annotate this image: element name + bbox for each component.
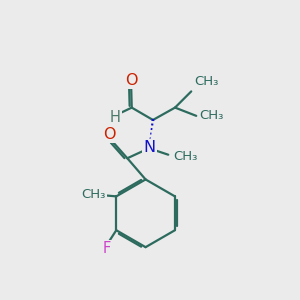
Text: O: O: [125, 73, 137, 88]
Text: CH₃: CH₃: [194, 76, 218, 88]
Text: CH₃: CH₃: [173, 150, 197, 163]
Text: CH₃: CH₃: [81, 188, 106, 201]
Text: N: N: [143, 140, 155, 155]
Text: CH₃: CH₃: [199, 109, 224, 122]
Text: F: F: [103, 241, 111, 256]
Text: H: H: [110, 110, 120, 125]
Text: O: O: [103, 127, 116, 142]
